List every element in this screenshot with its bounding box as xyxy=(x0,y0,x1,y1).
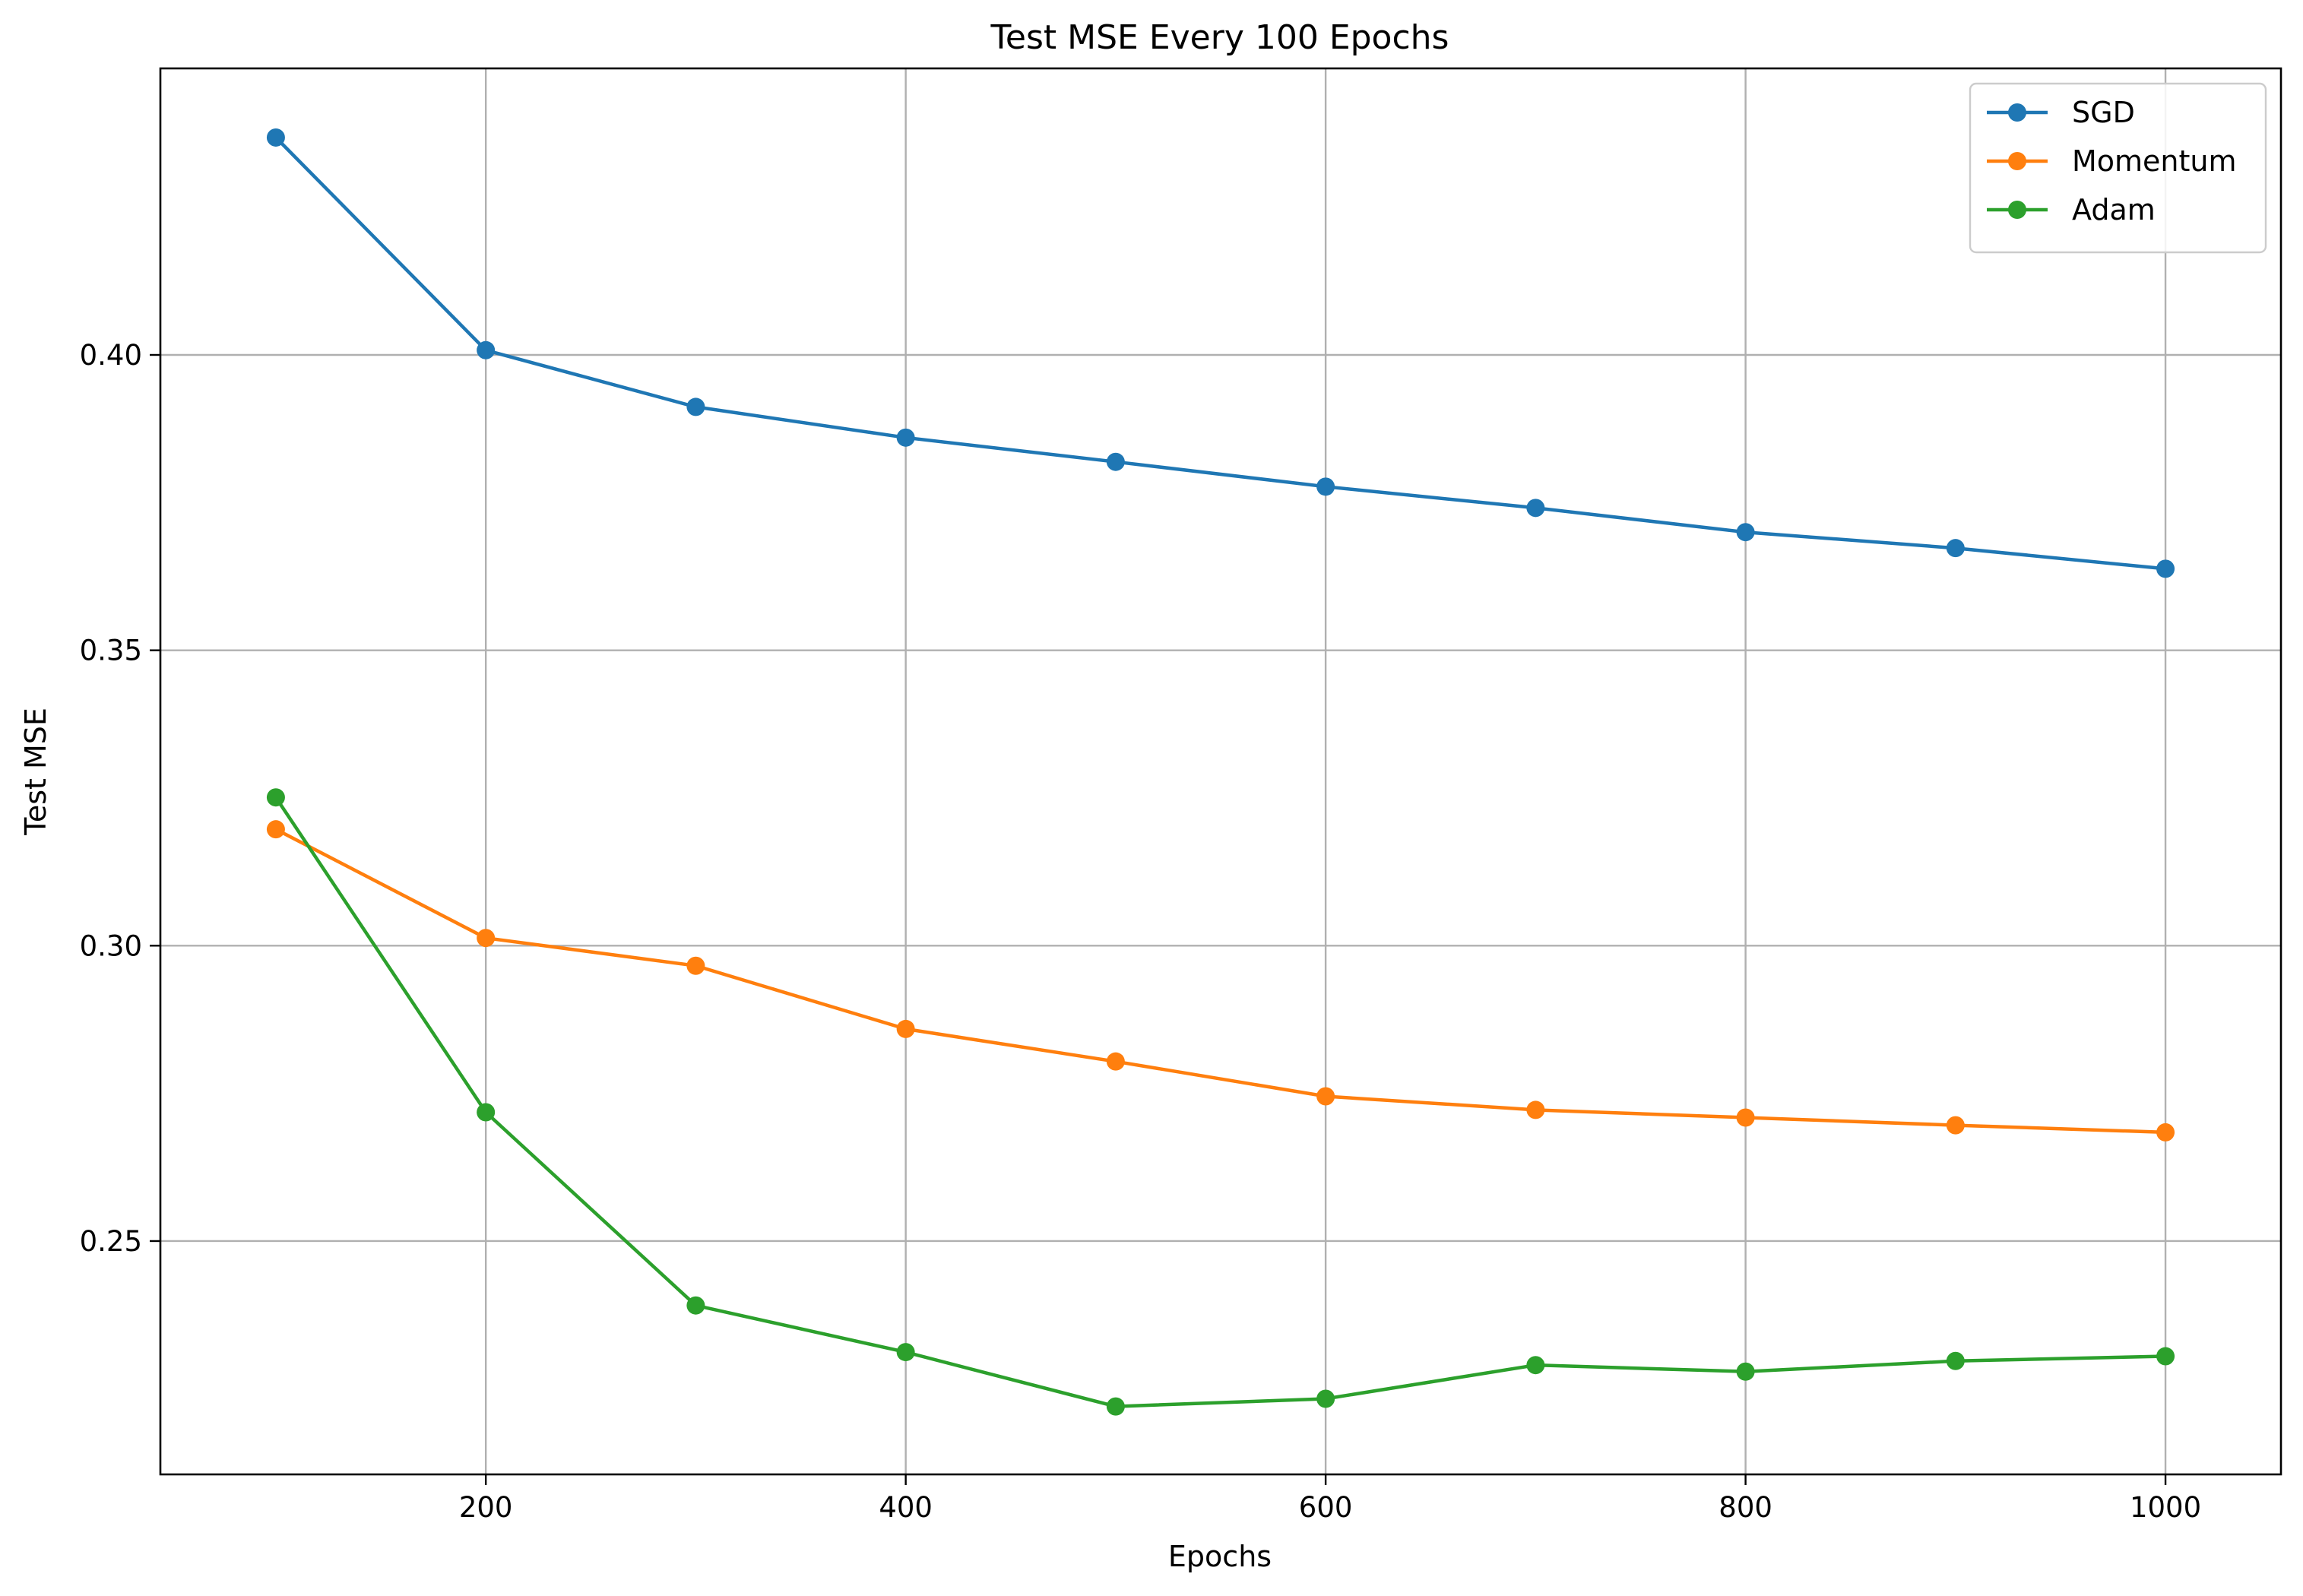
grid-lines xyxy=(160,68,2281,1474)
series-line-sgd xyxy=(274,136,2166,571)
data-point-momentum xyxy=(266,820,285,839)
plot-frame xyxy=(159,67,2282,1476)
data-point-momentum xyxy=(1526,1100,1545,1119)
y-tick-label: 0.30 xyxy=(80,929,142,962)
data-point-sgd xyxy=(2156,559,2175,578)
data-point-sgd xyxy=(477,340,496,359)
legend-item-momentum: Momentum xyxy=(1987,144,2237,178)
data-point-adam xyxy=(266,788,285,807)
x-tick-label: 400 xyxy=(879,1491,933,1524)
x-tick-label: 200 xyxy=(459,1491,513,1524)
y-tick-label: 0.40 xyxy=(80,339,142,372)
legend-marker-sgd xyxy=(2008,103,2026,122)
data-point-adam xyxy=(1106,1397,1125,1416)
chart-title: Test MSE Every 100 Epochs xyxy=(990,18,1449,57)
series-adam xyxy=(266,788,2175,1416)
data-point-sgd xyxy=(1946,539,1965,558)
data-point-sgd xyxy=(896,428,915,447)
legend-marker-momentum xyxy=(2008,152,2026,170)
legend: SGD Momentum Adam xyxy=(1969,82,2267,254)
data-point-momentum xyxy=(896,1019,915,1038)
data-point-sgd xyxy=(686,397,705,416)
data-point-momentum xyxy=(2156,1123,2175,1142)
legend-item-sgd: SGD xyxy=(1987,96,2135,129)
data-point-sgd xyxy=(1316,477,1335,496)
series-momentum xyxy=(266,820,2175,1142)
y-axis-label: Test MSE xyxy=(19,708,52,836)
series-sgd xyxy=(266,128,2175,578)
data-point-sgd xyxy=(266,128,285,147)
series-layer xyxy=(266,128,2175,1416)
legend-label-adam: Adam xyxy=(2072,193,2156,226)
x-tick-label: 800 xyxy=(1719,1491,1772,1524)
data-point-adam xyxy=(686,1296,705,1315)
data-point-momentum xyxy=(686,956,705,975)
data-point-sgd xyxy=(1526,499,1545,518)
data-point-momentum xyxy=(1736,1108,1755,1127)
data-point-momentum xyxy=(477,929,496,948)
data-point-adam xyxy=(896,1343,915,1362)
x-tick-label: 600 xyxy=(1299,1491,1353,1524)
legend-label-momentum: Momentum xyxy=(2072,144,2237,178)
x-tick-label: 1000 xyxy=(2130,1491,2201,1524)
data-point-adam xyxy=(1946,1351,1965,1370)
data-point-momentum xyxy=(1946,1116,1965,1135)
data-point-momentum xyxy=(1316,1087,1335,1106)
data-point-adam xyxy=(1736,1362,1755,1381)
data-point-adam xyxy=(1316,1389,1335,1408)
legend-item-adam: Adam xyxy=(1987,193,2156,226)
x-axis-label: Epochs xyxy=(1168,1540,1272,1573)
data-point-adam xyxy=(477,1103,496,1122)
series-line-adam xyxy=(274,796,2166,1408)
axis-ticks: 200 400 600 800 1000 0.25 0.30 0.35 0.40 xyxy=(80,339,2202,1524)
data-point-sgd xyxy=(1736,523,1755,542)
y-tick-label: 0.25 xyxy=(80,1225,142,1258)
legend-label-sgd: SGD xyxy=(2072,96,2135,129)
data-point-adam xyxy=(1526,1356,1545,1375)
data-point-sgd xyxy=(1106,452,1125,471)
legend-marker-adam xyxy=(2008,201,2026,219)
series-line-momentum xyxy=(274,828,2166,1135)
data-point-adam xyxy=(2156,1347,2175,1366)
data-point-momentum xyxy=(1106,1052,1125,1071)
y-tick-label: 0.35 xyxy=(80,635,142,667)
